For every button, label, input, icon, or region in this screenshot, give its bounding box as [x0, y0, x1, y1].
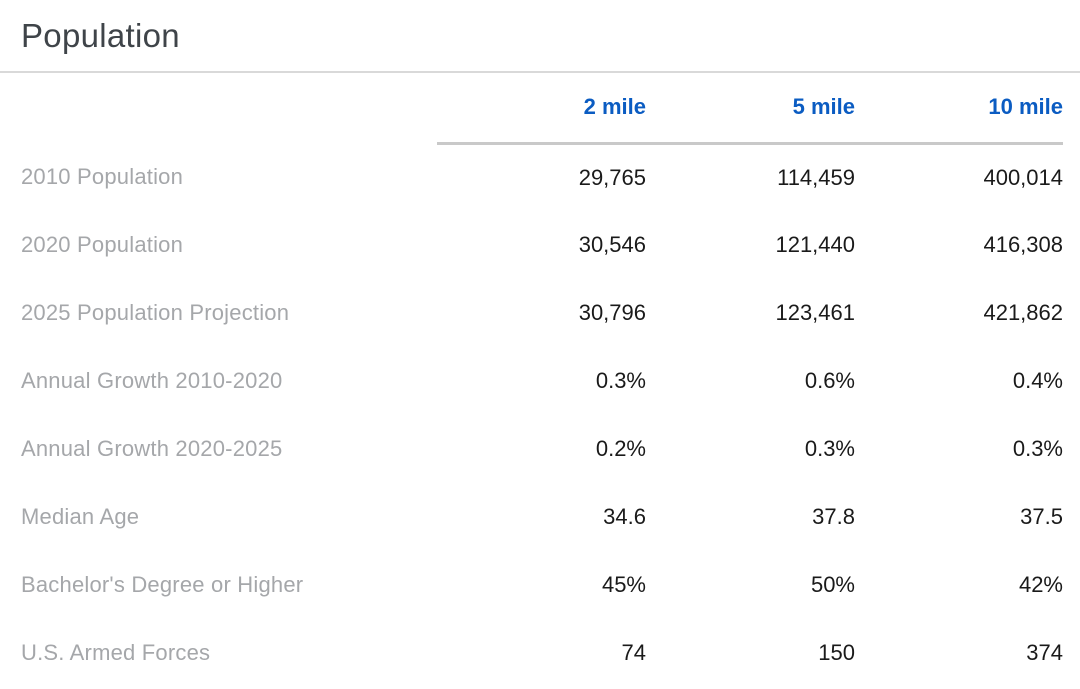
cell-value: 30,796	[578, 300, 646, 325]
row-label: 2010 Population	[21, 164, 184, 189]
table-row-annual-growth-2020-2025: Annual Growth 2020-2025 0.2% 0.3% 0.3%	[0, 415, 1063, 483]
cell-value: 400,014	[983, 164, 1063, 190]
table-header-row: 2 mile 5 mile 10 mile	[0, 73, 1063, 145]
cell-value: 34.6	[603, 504, 646, 529]
cell-value: 0.3%	[804, 436, 855, 461]
cell-value: 121,440	[775, 232, 855, 257]
cell-value: 0.3%	[595, 368, 646, 393]
header-spacer	[0, 73, 437, 143]
population-table: 2 mile 5 mile 10 mile 2010 Population 29…	[0, 73, 1063, 687]
column-header-10-mile: 10 mile	[855, 73, 1063, 145]
cell-value: 123,461	[775, 300, 855, 325]
cell-value: 0.4%	[1012, 368, 1063, 393]
section-title-divider	[0, 71, 1080, 73]
cell-value: 416,308	[983, 232, 1063, 257]
cell-value: 74	[621, 640, 646, 665]
row-label: 2020 Population	[21, 232, 184, 257]
table-row-median-age: Median Age 34.6 37.8 37.5	[0, 483, 1063, 551]
cell-value: 29,765	[578, 164, 646, 190]
row-label: 2025 Population Projection	[21, 300, 290, 325]
cell-value: 0.6%	[804, 368, 855, 393]
column-header-2-mile: 2 mile	[437, 73, 646, 145]
row-label: Annual Growth 2010-2020	[21, 368, 283, 393]
row-label: U.S. Armed Forces	[21, 640, 211, 665]
cell-value: 37.8	[812, 504, 855, 529]
table-row-annual-growth-2010-2020: Annual Growth 2010-2020 0.3% 0.6% 0.4%	[0, 347, 1063, 415]
cell-value: 421,862	[983, 300, 1063, 325]
cell-value: 114,459	[777, 164, 855, 190]
cell-value: 150	[818, 640, 855, 665]
cell-value: 42%	[1018, 572, 1063, 597]
cell-value: 45%	[601, 572, 646, 597]
column-header-5-mile: 5 mile	[646, 73, 855, 145]
cell-value: 37.5	[1020, 504, 1063, 529]
table-row-2020-population: 2020 Population 30,546 121,440 416,308	[0, 211, 1063, 279]
row-label: Median Age	[21, 504, 140, 529]
section-title: Population	[21, 17, 180, 54]
cell-value: 50%	[810, 572, 855, 597]
row-label: Annual Growth 2020-2025	[21, 436, 283, 461]
table-row-2010-population: 2010 Population 29,765 114,459 400,014	[0, 143, 1063, 211]
row-label: Bachelor's Degree or Higher	[21, 572, 304, 597]
cell-value: 0.3%	[1012, 436, 1063, 461]
cell-value: 374	[1026, 640, 1063, 665]
table-row-bachelors-degree-or-higher: Bachelor's Degree or Higher 45% 50% 42%	[0, 551, 1063, 619]
table-row-us-armed-forces: U.S. Armed Forces 74 150 374	[0, 619, 1063, 687]
cell-value: 0.2%	[595, 436, 646, 461]
cell-value: 30,546	[578, 232, 646, 257]
table-row-2025-population-projection: 2025 Population Projection 30,796 123,46…	[0, 279, 1063, 347]
